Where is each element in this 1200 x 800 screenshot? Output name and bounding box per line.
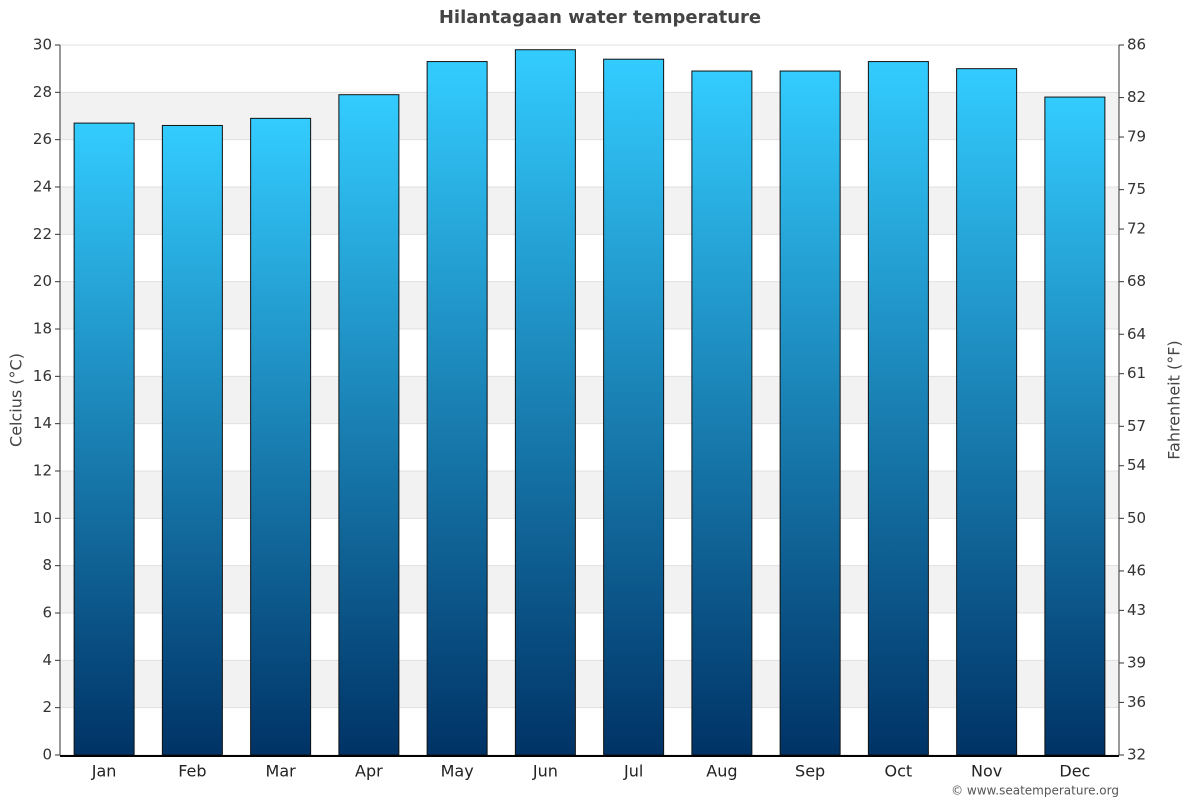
x-tick-label: Aug: [706, 762, 737, 781]
x-tick-label: Jul: [623, 762, 643, 781]
y2-tick-label: 43: [1127, 601, 1146, 619]
y2-axis-label: Fahrenheit (°F): [1165, 340, 1184, 459]
grid-band: [60, 376, 1119, 424]
y2-tick-label: 72: [1127, 220, 1146, 238]
chart-title: Hilantagaan water temperature: [439, 7, 761, 28]
grid-band: [60, 281, 1119, 329]
y-tick-label: 6: [42, 604, 52, 622]
y2-tick-label: 50: [1127, 509, 1146, 527]
x-tick-label: Oct: [885, 762, 913, 781]
x-tick-label: Feb: [178, 762, 206, 781]
x-tick-label: Apr: [355, 762, 383, 781]
y-tick-label: 28: [33, 83, 52, 101]
y-tick-label: 14: [33, 414, 52, 432]
bar: [338, 94, 400, 756]
y2-tick-label: 64: [1127, 325, 1146, 343]
bar: [514, 49, 576, 756]
y-tick-label: 24: [33, 178, 52, 196]
y-tick-label: 20: [33, 272, 52, 290]
x-tick-label: May: [441, 762, 474, 781]
y2-tick-label: 57: [1127, 417, 1146, 435]
grid-bands: [60, 92, 1119, 708]
y-axis-label: Celcius (°C): [7, 353, 26, 447]
bar: [250, 117, 312, 756]
grid-band: [60, 565, 1119, 613]
y2-tick-label: 32: [1127, 746, 1146, 764]
y2-tick-label: 54: [1127, 456, 1146, 474]
grid-band: [60, 660, 1119, 708]
bar: [73, 122, 135, 756]
y-tick-label: 0: [42, 746, 52, 764]
grid-band: [60, 92, 1119, 140]
y2-tick-label: 86: [1127, 36, 1146, 54]
y2-tick-label: 36: [1127, 693, 1146, 711]
y2-tick-label: 79: [1127, 128, 1146, 146]
y-tick-label: 8: [42, 556, 52, 574]
y2-tick-label: 68: [1127, 272, 1146, 290]
bar: [603, 58, 665, 756]
bar: [691, 70, 753, 756]
x-tick-label: Dec: [1059, 762, 1090, 781]
bar: [426, 61, 488, 756]
y-tick-label: 4: [42, 651, 52, 669]
y2-tick-label: 82: [1127, 88, 1146, 106]
y-tick-label: 18: [33, 320, 52, 338]
y-tick-label: 26: [33, 130, 52, 148]
y-tick-label: 10: [33, 509, 52, 527]
bar: [956, 68, 1018, 756]
y-tick-label: 16: [33, 367, 52, 385]
credit: © www.seatemperature.org: [951, 784, 1119, 798]
bar: [161, 124, 223, 756]
y-tick-label: 12: [33, 462, 52, 480]
grid-band: [60, 187, 1119, 235]
y-tick-label: 22: [33, 225, 52, 243]
bar: [1044, 96, 1106, 756]
x-tick-label: Nov: [971, 762, 1002, 781]
x-tick-label: Sep: [795, 762, 825, 781]
y2-tick-label: 39: [1127, 653, 1146, 671]
y-tick-label: 30: [33, 36, 52, 54]
y2-tick-label: 61: [1127, 364, 1146, 382]
x-tick-label: Jan: [91, 762, 117, 781]
x-tick-label: Jun: [532, 762, 558, 781]
bar: [779, 70, 841, 756]
x-tick-label: Mar: [266, 762, 297, 781]
y2-tick-label: 75: [1127, 180, 1146, 198]
grid-band: [60, 471, 1119, 519]
y-tick-label: 2: [42, 698, 52, 716]
y2-tick-label: 46: [1127, 561, 1146, 579]
bar: [867, 61, 929, 756]
